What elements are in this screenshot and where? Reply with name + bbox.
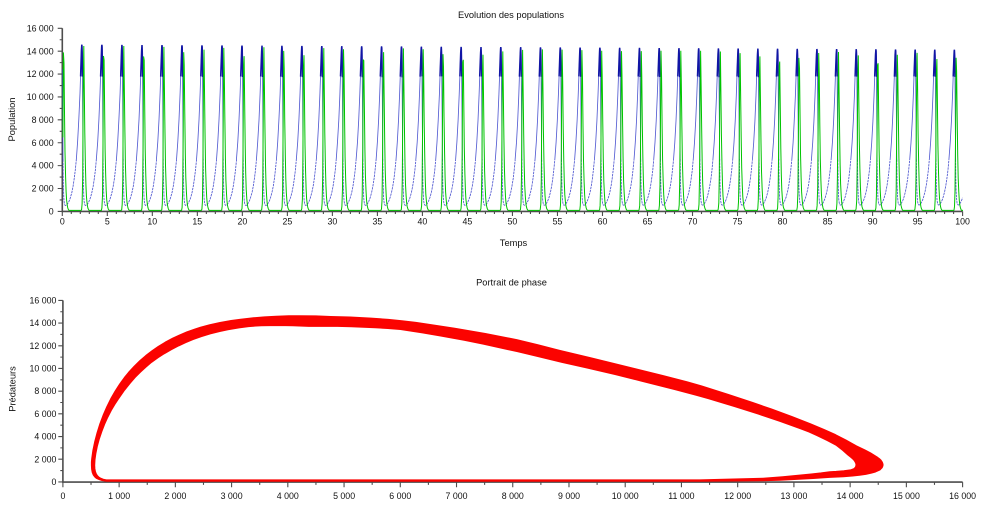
svg-text:6 000: 6 000	[389, 491, 411, 501]
svg-text:Population: Population	[7, 98, 17, 142]
svg-text:2 000: 2 000	[164, 491, 186, 501]
svg-text:25: 25	[283, 217, 293, 227]
svg-text:8 000: 8 000	[32, 115, 54, 125]
svg-text:3 000: 3 000	[221, 491, 243, 501]
svg-text:13 000: 13 000	[780, 491, 807, 501]
svg-text:12 000: 12 000	[29, 341, 56, 351]
svg-text:9 000: 9 000	[558, 491, 580, 501]
svg-text:55: 55	[553, 217, 563, 227]
svg-text:14 000: 14 000	[837, 491, 864, 501]
svg-text:6 000: 6 000	[34, 409, 56, 419]
svg-text:12 000: 12 000	[27, 69, 54, 79]
svg-text:80: 80	[778, 217, 788, 227]
svg-text:40: 40	[418, 217, 428, 227]
svg-text:Prédateurs: Prédateurs	[8, 366, 18, 412]
svg-text:8 000: 8 000	[34, 386, 56, 396]
svg-text:85: 85	[823, 217, 833, 227]
svg-text:4 000: 4 000	[277, 491, 299, 501]
svg-text:5: 5	[105, 217, 110, 227]
svg-text:70: 70	[688, 217, 698, 227]
svg-text:10 000: 10 000	[27, 92, 54, 102]
svg-text:7 000: 7 000	[445, 491, 467, 501]
svg-text:6 000: 6 000	[32, 138, 54, 148]
svg-text:45: 45	[463, 217, 473, 227]
svg-text:10 000: 10 000	[29, 364, 56, 374]
svg-text:50: 50	[508, 217, 518, 227]
svg-text:16 000: 16 000	[949, 491, 976, 501]
svg-text:16 000: 16 000	[27, 23, 54, 33]
svg-text:35: 35	[373, 217, 383, 227]
svg-text:0: 0	[60, 491, 65, 501]
svg-text:14 000: 14 000	[29, 318, 56, 328]
svg-text:1 000: 1 000	[108, 491, 130, 501]
svg-text:Evolution des populations: Evolution des populations	[458, 10, 564, 20]
svg-text:10: 10	[147, 217, 157, 227]
svg-text:90: 90	[868, 217, 878, 227]
svg-text:0: 0	[51, 477, 56, 487]
svg-text:95: 95	[913, 217, 923, 227]
svg-text:8 000: 8 000	[502, 491, 524, 501]
svg-text:0: 0	[60, 217, 65, 227]
svg-text:Temps: Temps	[500, 238, 528, 248]
svg-text:2 000: 2 000	[32, 184, 54, 194]
svg-text:30: 30	[328, 217, 338, 227]
svg-text:60: 60	[598, 217, 608, 227]
svg-text:4 000: 4 000	[32, 161, 54, 171]
svg-text:12 000: 12 000	[724, 491, 751, 501]
svg-text:15: 15	[192, 217, 202, 227]
svg-text:4 000: 4 000	[34, 432, 56, 442]
svg-text:2 000: 2 000	[34, 454, 56, 464]
svg-text:14 000: 14 000	[27, 46, 54, 56]
svg-text:65: 65	[643, 217, 653, 227]
svg-text:10 000: 10 000	[612, 491, 639, 501]
svg-text:100: 100	[955, 217, 970, 227]
svg-text:5 000: 5 000	[333, 491, 355, 501]
svg-text:15 000: 15 000	[893, 491, 920, 501]
svg-text:75: 75	[733, 217, 743, 227]
svg-text:20: 20	[238, 217, 248, 227]
svg-text:0: 0	[49, 207, 54, 217]
svg-text:Portrait de phase: Portrait de phase	[476, 278, 547, 288]
svg-text:16 000: 16 000	[29, 296, 56, 306]
svg-text:11 000: 11 000	[668, 491, 694, 501]
